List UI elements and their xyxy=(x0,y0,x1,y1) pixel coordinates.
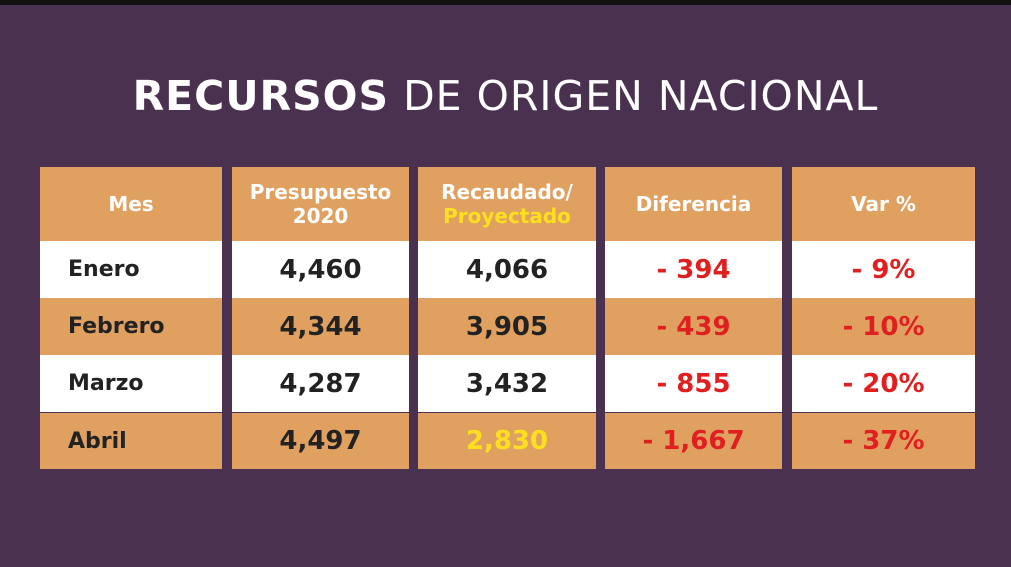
cell-var: - 10% xyxy=(792,298,975,355)
header-mes: Mes xyxy=(40,167,222,241)
header-text: Diferencia xyxy=(635,192,752,216)
header-text: Proyectado xyxy=(443,204,571,228)
header-text: Var % xyxy=(851,192,916,216)
header-diferencia: Diferencia xyxy=(605,167,782,241)
slide-title: RECURSOS DE ORIGEN NACIONAL xyxy=(0,72,1011,120)
cell-mes: Febrero xyxy=(40,298,222,355)
column-diferencia: Diferencia - 394- 439- 855- 1,667 xyxy=(605,167,782,470)
column-mes: Mes Enero Febrero Marzo Abril xyxy=(40,167,222,470)
cell-presupuesto: 4,460 xyxy=(232,241,409,298)
title-bold: RECURSOS xyxy=(132,72,390,120)
header-recaudado: Recaudado/Proyectado xyxy=(418,167,596,241)
cell-diferencia: - 855 xyxy=(605,355,782,412)
cell-diferencia: - 1,667 xyxy=(605,413,782,469)
cell-mes: Abril xyxy=(40,413,222,469)
cell-mes: Enero xyxy=(40,241,222,298)
cell-recaudado: 2,830 xyxy=(418,413,596,469)
cell-mes: Marzo xyxy=(40,355,222,412)
column-var: Var % - 9% - 10% - 20% - 37% xyxy=(792,167,975,470)
title-rest: DE ORIGEN NACIONAL xyxy=(403,72,879,120)
cell-presupuesto: 4,287 xyxy=(232,355,409,412)
cell-diferencia: - 394 xyxy=(605,241,782,298)
cell-diferencia: - 439 xyxy=(605,298,782,355)
cell-presupuesto: 4,344 xyxy=(232,298,409,355)
header-presupuesto: Presupuesto 2020 xyxy=(232,167,409,241)
header-text: Presupuesto xyxy=(249,180,392,204)
cell-var: - 9% xyxy=(792,241,975,298)
cell-presupuesto: 4,497 xyxy=(232,413,409,469)
column-recaudado: Recaudado/Proyectado 4,066 3,905 3,432 2,830 xyxy=(418,167,596,470)
column-presupuesto: Presupuesto 2020 4,460 4,344 4,287 4,497 xyxy=(232,167,409,470)
cell-var: - 20% xyxy=(792,355,975,412)
header-var: Var % xyxy=(792,167,975,241)
cell-var: - 37% xyxy=(792,413,975,469)
cell-recaudado: 3,432 xyxy=(418,355,596,412)
cell-recaudado: 3,905 xyxy=(418,298,596,355)
cell-recaudado: 4,066 xyxy=(418,241,596,298)
top-bar xyxy=(0,0,1011,5)
header-text: 2020 xyxy=(292,204,349,228)
header-text: Recaudado/ xyxy=(441,180,573,204)
header-text: Mes xyxy=(108,192,154,216)
